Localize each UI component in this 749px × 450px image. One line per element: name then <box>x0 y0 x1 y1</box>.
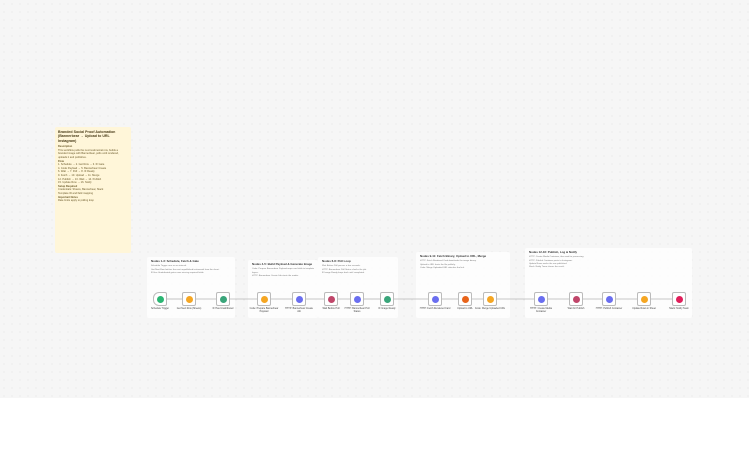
section-title: Nodes 6-8: Poll Loop <box>322 259 351 263</box>
sticky-line: 9. Fetch → 10. Upload → 11. Merge <box>58 173 100 177</box>
section-line: Schedule Trigger runs on an interval. <box>151 265 187 268</box>
code-icon <box>260 295 268 303</box>
node-label: Schedule Trigger <box>150 307 170 310</box>
node-wait-before-poll[interactable] <box>324 292 338 306</box>
node-label: Upload to URL <box>457 307 473 310</box>
globe-icon <box>431 295 439 303</box>
node-label: Wait for Publish <box>567 307 585 310</box>
node-schedule-trigger[interactable] <box>153 292 167 306</box>
section-note-4[interactable]: Nodes 9-11: Fetch Binary, Upload to URL,… <box>416 252 510 318</box>
node-wait-for-publish[interactable] <box>569 292 583 306</box>
sticky-line: Important Notes <box>58 195 78 199</box>
section-line: HTTP: Publish Container posts to Instagr… <box>529 259 573 262</box>
clock-icon <box>156 295 164 303</box>
section-line: Code: Merge Uploaded URL attaches the li… <box>420 266 465 269</box>
section-line: Get Next Row fetches the next unpublishe… <box>151 268 220 271</box>
node-label: Code: Prepare Bannerbear Payload <box>249 307 279 313</box>
sticky-line: Setup Required <box>58 184 78 188</box>
slack-icon <box>675 295 683 303</box>
node-if-has-unattributed[interactable] <box>216 292 230 306</box>
node-if-image-ready[interactable] <box>380 292 394 306</box>
section-line: HTTP: Create Media Container, then wait … <box>529 256 584 259</box>
workflow-canvas[interactable]: Branded Social Proof Automation (Bannerb… <box>0 0 749 398</box>
if-icon <box>219 295 227 303</box>
section-note-3[interactable]: Nodes 6-8: Poll Loop Wait Before Poll pau… <box>318 257 398 318</box>
node-label: HTTP: Bannerbear Create Job <box>285 307 313 313</box>
section-line: IF Image Ready loops back until complete… <box>322 271 365 274</box>
sticky-line: 12. Publish → 13. Wait → 14. Publish <box>58 177 102 181</box>
sticky-line: Credentials: Sheets, Bannerbear, Slack <box>58 188 104 192</box>
node-http-create-media-container[interactable] <box>534 292 548 306</box>
section-note-2[interactable]: Nodes 4-5: Build Payload & Generate Imag… <box>248 260 318 318</box>
node-label: IF Image Ready <box>378 307 396 310</box>
node-label: Code: Merge Uploaded URL <box>474 307 506 310</box>
section-line: HTTP: Fetch Rendered Card downloads the … <box>420 260 477 263</box>
node-http-fetch-rendered-card[interactable] <box>428 292 442 306</box>
airtable-icon <box>640 295 648 303</box>
node-code-merge-uploaded-url[interactable] <box>483 292 497 306</box>
sticky-line: 15. Update Row → 16. Notify <box>58 181 92 185</box>
section-line: Code: Prepare Bannerbear Payload maps ro… <box>252 268 315 274</box>
node-label: HTTP: Bannerbear Poll Status <box>344 307 370 313</box>
section-title: Nodes 1-3: Schedule, Fetch & Gate <box>151 259 199 263</box>
sticky-line: Description <box>58 145 73 149</box>
sticky-line: 6. Wait → 7. Poll → 8. IF Ready <box>58 170 95 174</box>
node-http-bannerbear-poll-status[interactable] <box>350 292 364 306</box>
sticky-line: 4. Code Payload → 5. Bannerbear Create <box>58 166 107 170</box>
node-label: Get Next Row (Sheets) <box>176 307 202 310</box>
if-icon <box>383 295 391 303</box>
node-upload-to-url[interactable] <box>458 292 472 306</box>
section-note-1[interactable]: Nodes 1-3: Schedule, Fetch & Gate Schedul… <box>147 257 235 318</box>
connections <box>167 298 672 300</box>
code-icon <box>486 295 494 303</box>
sticky-line: This workflow pulls the next testimonial… <box>58 148 119 159</box>
globe-icon <box>295 295 303 303</box>
section-line: Upload to URL hosts the file publicly. <box>420 263 456 266</box>
wait-icon <box>572 295 580 303</box>
node-label: IF Has Unattributed <box>212 307 234 310</box>
globe-icon <box>605 295 613 303</box>
node-http-bannerbear-create-job[interactable] <box>292 292 306 306</box>
section-title: Nodes 4-5: Build Payload & Generate Imag… <box>252 262 313 266</box>
section-line: Wait Before Poll pauses a few seconds. <box>322 265 361 268</box>
sticky-title: Branded Social Proof Automation (Bannerb… <box>58 130 116 143</box>
section-line: IF Has Unattributed gates rows missing r… <box>151 271 205 274</box>
sticky-note-overview[interactable]: Branded Social Proof Automation (Bannerb… <box>55 127 131 253</box>
sticky-line: 1. Schedule → 2. Get Row → 3. IF Gate <box>58 163 105 167</box>
node-label: Slack: Notify Team <box>669 307 689 310</box>
node-label: Wait Before Poll <box>322 307 340 310</box>
node-label: Update Rows in Sheet <box>632 307 656 310</box>
airtable-icon <box>185 295 193 303</box>
section-line: HTTP: Bannerbear Poll Status checks the … <box>322 268 367 271</box>
sticky-line: Flow <box>58 159 64 163</box>
section-line: Update Rows marks the row published. <box>529 262 568 265</box>
node-http-publish-container[interactable] <box>602 292 616 306</box>
node-update-rows-in-sheet[interactable] <box>637 292 651 306</box>
globe-icon <box>537 295 545 303</box>
section-title: Nodes 12-16: Publish, Log & Notify <box>529 250 578 254</box>
section-line: HTTP: Bannerbear Create Job starts the r… <box>252 274 299 277</box>
node-label: HTTP: Publish Container <box>595 307 623 310</box>
node-get-next-row-sheets-[interactable] <box>182 292 196 306</box>
node-code-prepare-bannerbear-payload[interactable] <box>257 292 271 306</box>
node-label: HTTP: Fetch Rendered Card <box>419 307 451 310</box>
upload-icon <box>461 295 469 303</box>
node-slack-notify-team[interactable] <box>672 292 686 306</box>
globe-icon <box>353 295 361 303</box>
section-title: Nodes 9-11: Fetch Binary, Upload to URL,… <box>420 254 487 258</box>
node-label: HTTP: Create Media Container <box>530 307 552 313</box>
sticky-line: Template ID and field mapping <box>58 191 94 195</box>
sticky-line: Rate limits apply to polling loop <box>58 199 94 203</box>
wait-icon <box>327 295 335 303</box>
section-line: Slack: Notify Team shares the result. <box>529 266 565 269</box>
section-note-5[interactable]: Nodes 12-16: Publish, Log & Notify HTTP: … <box>525 248 692 318</box>
